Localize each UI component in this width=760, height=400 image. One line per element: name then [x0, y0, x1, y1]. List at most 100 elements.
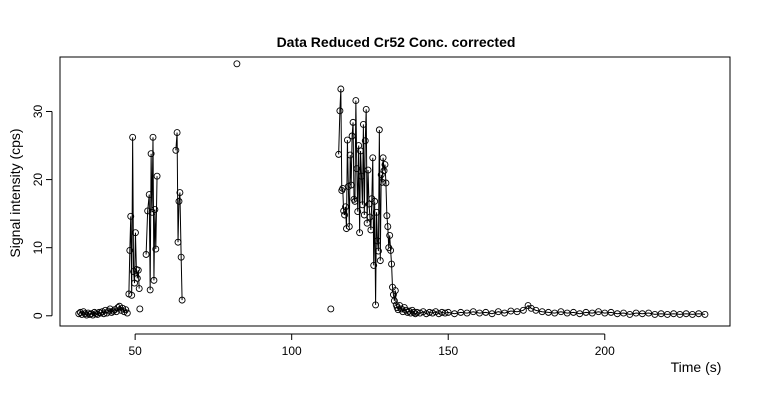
- data-point: [444, 308, 452, 316]
- data-point: [178, 296, 186, 304]
- data-point: [463, 309, 471, 317]
- data-point: [327, 305, 335, 313]
- data-point: [335, 150, 343, 158]
- series-points: [75, 60, 709, 319]
- data-point: [557, 308, 565, 316]
- data-point: [379, 154, 387, 162]
- x-tick-label: 150: [438, 344, 458, 358]
- data-point: [375, 126, 383, 134]
- data-point: [340, 207, 348, 215]
- x-tick-label: 50: [128, 344, 142, 358]
- data-point: [620, 309, 627, 317]
- data-point: [381, 161, 389, 169]
- x-tick-label: 200: [595, 344, 615, 358]
- data-point: [354, 208, 362, 216]
- data-point: [469, 308, 477, 316]
- data-point: [127, 212, 135, 220]
- x-axis: 50 100 150 200: [128, 333, 615, 358]
- y-tick-label: 0: [31, 312, 45, 319]
- data-point: [570, 308, 577, 316]
- data-point: [370, 261, 378, 269]
- data-point: [626, 310, 634, 318]
- data-point: [352, 97, 360, 105]
- data-point: [386, 231, 394, 239]
- data-point: [367, 226, 375, 234]
- data-point: [532, 306, 540, 314]
- data-point: [346, 151, 354, 159]
- data-point: [384, 223, 392, 231]
- data-point: [128, 291, 136, 299]
- data-point: [176, 189, 184, 196]
- data-point: [369, 154, 377, 162]
- data-point: [527, 304, 535, 312]
- data-point: [488, 310, 496, 318]
- data-point: [588, 309, 596, 317]
- data-point: [482, 308, 490, 316]
- data-point: [134, 266, 142, 274]
- data-point: [391, 287, 399, 295]
- y-tick-label: 10: [31, 241, 45, 255]
- data-point: [336, 107, 344, 115]
- data-point: [149, 133, 157, 141]
- data-point: [362, 105, 370, 113]
- data-point: [174, 238, 182, 246]
- plot-area-border: [59, 56, 731, 327]
- data-point: [519, 306, 527, 314]
- data-point: [135, 285, 143, 292]
- data-point: [390, 297, 398, 305]
- data-point: [359, 120, 367, 128]
- data-point: [349, 118, 357, 126]
- data-point: [388, 260, 396, 268]
- data-point: [133, 274, 141, 282]
- data-point: [147, 150, 155, 158]
- data-point: [76, 308, 84, 316]
- data-point: [382, 179, 390, 187]
- series-lines: [78, 88, 706, 316]
- data-point: [119, 304, 127, 312]
- data-point: [645, 309, 653, 317]
- data-point: [364, 166, 372, 174]
- data-point: [372, 301, 380, 309]
- data-point: [387, 246, 395, 254]
- data-point: [151, 206, 159, 214]
- data-point: [373, 208, 380, 216]
- data-point: [357, 147, 365, 155]
- data-point: [701, 310, 709, 318]
- data-point: [172, 146, 180, 154]
- data-point: [347, 181, 355, 189]
- data-point: [145, 191, 153, 199]
- data-point: [153, 172, 161, 180]
- data-point: [136, 305, 144, 313]
- y-axis: 0 10 20 30: [31, 104, 53, 319]
- data-point: [126, 246, 134, 254]
- data-point: [374, 237, 381, 245]
- data-point: [411, 310, 419, 318]
- data-point: [383, 212, 391, 220]
- data-point: [494, 308, 502, 316]
- data-point: [131, 229, 139, 237]
- data-point: [353, 165, 361, 173]
- data-point: [337, 85, 345, 93]
- data-point: [348, 132, 356, 140]
- x-tick-label: 100: [282, 344, 302, 358]
- data-point: [441, 309, 449, 317]
- y-axis-label: Signal intensity (cps): [7, 128, 23, 257]
- chart-title: Data Reduced Cr52 Conc. corrected: [277, 34, 516, 50]
- data-point: [152, 245, 160, 253]
- data-point: [378, 178, 386, 186]
- data-point: [342, 203, 349, 211]
- data-point: [341, 211, 349, 219]
- data-point: [345, 223, 353, 231]
- data-point: [607, 308, 615, 316]
- data-point: [513, 308, 521, 316]
- data-point: [394, 306, 402, 314]
- y-tick-label: 30: [31, 104, 45, 118]
- data-point: [233, 60, 241, 68]
- data-point: [109, 307, 117, 315]
- x-axis-label: Time (s): [671, 359, 722, 375]
- data-point: [551, 309, 559, 317]
- data-point: [177, 253, 185, 261]
- data-point: [351, 197, 359, 205]
- data-point: [122, 306, 130, 314]
